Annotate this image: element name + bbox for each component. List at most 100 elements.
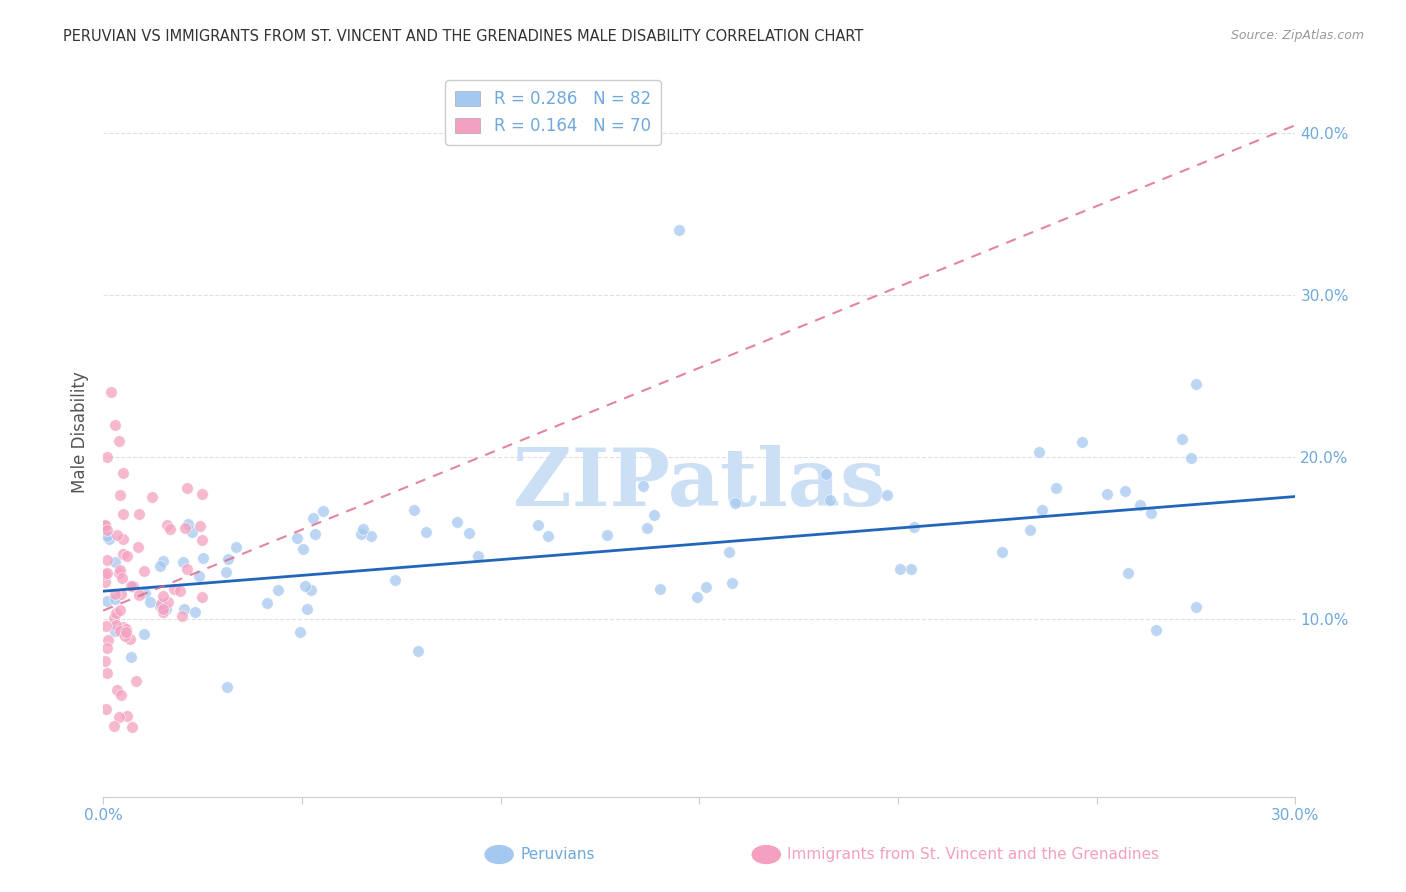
Point	[718, 545, 741, 559]
Point	[156, 517, 179, 532]
Point	[903, 520, 925, 534]
Point	[360, 529, 382, 543]
Point	[191, 533, 214, 547]
Point	[94, 654, 117, 668]
Point	[1139, 506, 1161, 520]
Point	[110, 488, 132, 502]
Point	[96, 640, 118, 655]
Point	[467, 549, 489, 563]
Point	[96, 523, 118, 537]
Point	[191, 551, 214, 566]
Text: Source: ZipAtlas.com: Source: ZipAtlas.com	[1230, 29, 1364, 42]
Point	[402, 502, 425, 516]
Point	[112, 620, 135, 634]
Point	[527, 518, 550, 533]
Point	[141, 491, 163, 505]
Point	[384, 573, 406, 587]
Point	[103, 611, 125, 625]
Point	[104, 555, 127, 569]
Point	[104, 607, 127, 621]
Point	[724, 496, 747, 510]
Point	[174, 520, 197, 534]
Point	[157, 595, 180, 609]
Point	[120, 579, 142, 593]
Point	[97, 532, 120, 546]
Point	[96, 553, 118, 567]
Point	[96, 529, 118, 543]
Point	[134, 626, 156, 640]
Point	[162, 582, 184, 597]
Point	[94, 517, 117, 532]
Point	[114, 622, 136, 636]
Point	[176, 562, 198, 576]
Point	[149, 599, 172, 614]
Point	[294, 579, 316, 593]
Point	[128, 588, 150, 602]
Point	[991, 544, 1014, 558]
Point	[695, 580, 717, 594]
Point	[188, 569, 211, 583]
Point	[458, 526, 481, 541]
Point	[191, 590, 214, 604]
Point	[815, 467, 838, 482]
Point	[139, 595, 162, 609]
Point	[96, 566, 118, 580]
Point	[408, 643, 430, 657]
Point	[184, 605, 207, 619]
Point	[1129, 498, 1152, 512]
Point	[132, 564, 155, 578]
Point	[155, 602, 177, 616]
Point	[176, 517, 198, 532]
Y-axis label: Male Disability: Male Disability	[72, 372, 89, 493]
Point	[350, 527, 373, 541]
Point	[96, 450, 118, 464]
Point	[1018, 523, 1040, 537]
Point	[94, 566, 117, 581]
Point	[1095, 487, 1118, 501]
Point	[111, 466, 134, 480]
Point	[217, 551, 239, 566]
Point	[97, 632, 120, 647]
Point	[122, 581, 145, 595]
Point	[176, 481, 198, 495]
Point	[225, 541, 247, 555]
Point	[152, 589, 174, 603]
Point	[304, 527, 326, 541]
Point	[105, 618, 128, 632]
Point	[596, 528, 619, 542]
Point	[172, 609, 194, 624]
Legend: R = 0.286   N = 82, R = 0.164   N = 70: R = 0.286 N = 82, R = 0.164 N = 70	[446, 80, 661, 145]
Point	[537, 529, 560, 543]
Point	[1045, 481, 1067, 495]
Point	[108, 709, 131, 723]
Point	[446, 516, 468, 530]
Point	[288, 624, 311, 639]
Point	[114, 629, 136, 643]
Point	[256, 596, 278, 610]
Point	[111, 548, 134, 562]
Point	[191, 487, 214, 501]
Point	[721, 575, 744, 590]
Point	[100, 385, 122, 400]
Text: PERUVIAN VS IMMIGRANTS FROM ST. VINCENT AND THE GRENADINES MALE DISABILITY CORRE: PERUVIAN VS IMMIGRANTS FROM ST. VINCENT …	[63, 29, 863, 44]
Text: Peruvians: Peruvians	[520, 847, 595, 862]
Point	[302, 511, 325, 525]
Point	[107, 566, 129, 581]
Point	[134, 586, 156, 600]
Point	[118, 632, 141, 646]
Point	[108, 603, 131, 617]
Point	[215, 680, 238, 694]
Point	[311, 504, 333, 518]
Point	[631, 479, 654, 493]
Point	[94, 519, 117, 533]
Point	[169, 584, 191, 599]
Point	[818, 493, 841, 508]
Point	[1118, 566, 1140, 581]
Point	[173, 602, 195, 616]
Point	[648, 582, 671, 596]
Point	[108, 434, 131, 448]
Point	[292, 541, 315, 556]
Point	[108, 624, 131, 639]
Point	[125, 674, 148, 689]
Point	[152, 553, 174, 567]
